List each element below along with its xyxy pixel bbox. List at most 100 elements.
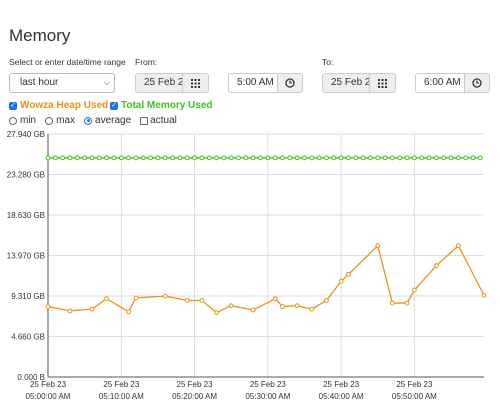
total-memory-point	[316, 155, 322, 161]
total-memory-point	[287, 155, 293, 161]
radio-average[interactable]: average	[84, 115, 131, 126]
heap-used-point	[294, 303, 300, 309]
x-tick-date-label: 25 Feb 23	[250, 380, 287, 389]
calendar-grid-icon	[191, 78, 200, 88]
page-title: Memory	[9, 26, 71, 45]
heap-used-point	[390, 300, 395, 306]
heap-used-point	[184, 298, 190, 303]
from-calendar-button[interactable]	[183, 73, 209, 93]
total-memory-point	[89, 155, 95, 161]
from-clock-button[interactable]	[278, 73, 303, 93]
heap-used-point	[89, 306, 95, 312]
heap-used-line	[47, 244, 485, 314]
total-memory-point	[170, 155, 175, 161]
y-tick-label: 9.310 GB	[11, 292, 45, 301]
total-memory-point	[353, 155, 359, 161]
total-memory-point	[382, 155, 388, 161]
heap-used-point	[280, 304, 285, 309]
heap-series-toggle[interactable]: ✓ Wowza Heap Used	[9, 100, 108, 111]
total-memory-point	[228, 155, 234, 161]
heap-used-point	[228, 303, 234, 309]
total-memory-point	[302, 155, 307, 161]
total-memory-point	[236, 155, 241, 161]
total-memory-point	[455, 155, 461, 161]
heap-used-point	[272, 296, 278, 302]
heap-used-point	[346, 271, 351, 277]
radio-max-label: max	[56, 115, 76, 126]
total-memory-point	[45, 155, 51, 161]
total-memory-point	[104, 155, 110, 161]
total-memory-point	[199, 155, 205, 161]
total-memory-point	[272, 155, 278, 161]
total-memory-point	[331, 155, 337, 161]
total-memory-point	[346, 155, 351, 161]
to-clock-button[interactable]	[465, 73, 490, 93]
heap-used-point	[104, 296, 110, 302]
from-label: From:	[135, 57, 158, 67]
total-memory-point	[74, 155, 80, 161]
to-time-input[interactable]: 6:00 AM	[415, 73, 465, 93]
x-tick-time-label: 05:10:00 AM	[99, 392, 144, 401]
total-memory-point	[206, 155, 212, 161]
total-memory-point	[470, 155, 476, 161]
radio-min-label: min	[20, 115, 37, 126]
from-date-input[interactable]: 25 Feb 2	[135, 73, 183, 93]
total-memory-point	[258, 155, 263, 161]
total-memory-point	[60, 155, 66, 161]
total-memory-point	[192, 155, 197, 161]
heap-used-point	[67, 308, 73, 314]
aggregation-options: min max average actual	[9, 115, 186, 126]
total-memory-point	[448, 155, 454, 161]
total-series-toggle[interactable]: ✓ Total Memory Used	[110, 100, 213, 111]
total-memory-point	[463, 155, 469, 161]
x-tick-time-label: 05:50:00 AM	[392, 392, 437, 401]
total-memory-point	[477, 155, 483, 161]
total-memory-point	[82, 155, 88, 161]
heap-used-point	[162, 293, 168, 299]
total-memory-point	[126, 155, 132, 161]
range-select[interactable]: last hour ⌵	[9, 73, 115, 93]
total-memory-point	[67, 155, 73, 161]
to-date-input[interactable]: 25 Feb 2	[322, 73, 370, 93]
chevron-down-icon: ⌵	[103, 78, 110, 87]
clock-icon	[472, 78, 482, 88]
total-memory-point	[390, 155, 395, 161]
total-memory-point	[309, 155, 315, 161]
total-memory-point	[441, 155, 447, 161]
total-memory-point	[368, 155, 373, 161]
heap-used-point	[324, 298, 329, 303]
y-tick-label: 27.940 GB	[7, 130, 45, 139]
total-memory-point	[338, 155, 344, 161]
total-memory-point	[426, 155, 432, 161]
total-memory-point	[184, 155, 190, 161]
radio-icon	[45, 116, 54, 125]
total-memory-point	[133, 155, 139, 161]
y-tick-label: 4.660 GB	[11, 333, 45, 342]
actual-label: actual	[150, 115, 177, 126]
total-memory-point	[280, 155, 285, 161]
heap-used-point	[455, 243, 461, 249]
calendar-grid-icon	[378, 78, 387, 88]
checkbox-actual[interactable]: actual	[140, 115, 177, 126]
heap-used-point	[411, 287, 417, 293]
total-memory-point	[397, 155, 403, 161]
heap-used-point	[199, 298, 205, 303]
heap-used-point	[250, 307, 256, 313]
to-calendar-button[interactable]	[370, 73, 396, 93]
total-memory-point	[250, 155, 256, 161]
total-memory-point	[214, 155, 219, 161]
total-memory-point	[324, 155, 329, 161]
radio-max[interactable]: max	[45, 115, 75, 126]
to-label: To:	[322, 57, 334, 67]
total-memory-point	[411, 155, 417, 161]
total-memory-point	[155, 155, 161, 161]
y-tick-label: 13.970 GB	[7, 252, 45, 261]
total-memory-point	[140, 155, 146, 161]
from-time-input[interactable]: 5:00 AM	[228, 73, 278, 93]
total-memory-point	[360, 155, 366, 161]
radio-average-label: average	[95, 115, 132, 126]
radio-min[interactable]: min	[9, 115, 36, 126]
x-tick-date-label: 25 Feb 23	[323, 380, 360, 389]
x-tick-date-label: 25 Feb 23	[30, 380, 67, 389]
